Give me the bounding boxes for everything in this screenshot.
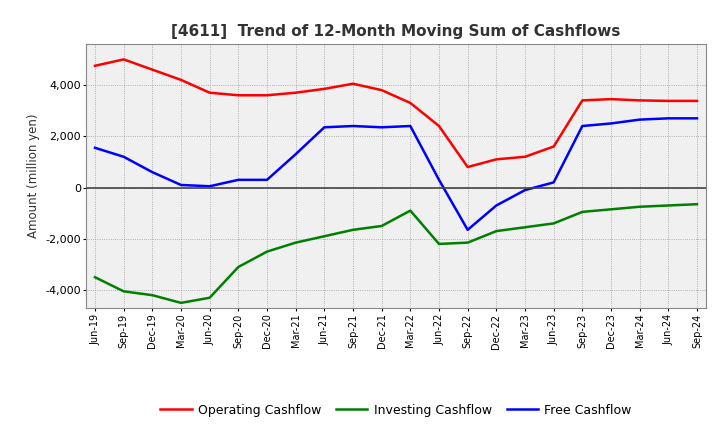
Operating Cashflow	[464, 165, 472, 170]
Operating Cashflow	[176, 77, 185, 83]
Operating Cashflow	[377, 88, 386, 93]
Investing Cashflow	[435, 241, 444, 246]
Line: Free Cashflow: Free Cashflow	[95, 118, 697, 230]
Y-axis label: Amount (million yen): Amount (million yen)	[27, 114, 40, 238]
Investing Cashflow	[406, 208, 415, 213]
Operating Cashflow	[91, 63, 99, 69]
Free Cashflow	[176, 182, 185, 187]
Investing Cashflow	[205, 295, 214, 301]
Free Cashflow	[205, 183, 214, 189]
Free Cashflow	[348, 123, 357, 128]
Operating Cashflow	[148, 67, 157, 72]
Free Cashflow	[234, 177, 243, 183]
Operating Cashflow	[263, 93, 271, 98]
Operating Cashflow	[635, 98, 644, 103]
Investing Cashflow	[320, 234, 328, 239]
Operating Cashflow	[664, 98, 672, 103]
Operating Cashflow	[435, 123, 444, 128]
Line: Investing Cashflow: Investing Cashflow	[95, 204, 697, 303]
Free Cashflow	[148, 169, 157, 175]
Free Cashflow	[664, 116, 672, 121]
Free Cashflow	[292, 151, 300, 157]
Free Cashflow	[492, 203, 500, 208]
Line: Operating Cashflow: Operating Cashflow	[95, 59, 697, 167]
Operating Cashflow	[693, 98, 701, 103]
Free Cashflow	[320, 125, 328, 130]
Investing Cashflow	[292, 240, 300, 245]
Investing Cashflow	[120, 289, 128, 294]
Investing Cashflow	[578, 209, 587, 215]
Investing Cashflow	[492, 228, 500, 234]
Investing Cashflow	[607, 207, 616, 212]
Free Cashflow	[607, 121, 616, 126]
Investing Cashflow	[635, 204, 644, 209]
Operating Cashflow	[492, 157, 500, 162]
Free Cashflow	[464, 227, 472, 232]
Operating Cashflow	[607, 96, 616, 102]
Operating Cashflow	[521, 154, 529, 159]
Free Cashflow	[635, 117, 644, 122]
Investing Cashflow	[234, 264, 243, 270]
Free Cashflow	[521, 187, 529, 193]
Operating Cashflow	[292, 90, 300, 95]
Operating Cashflow	[205, 90, 214, 95]
Investing Cashflow	[464, 240, 472, 245]
Investing Cashflow	[91, 275, 99, 280]
Operating Cashflow	[406, 100, 415, 106]
Investing Cashflow	[521, 225, 529, 230]
Free Cashflow	[435, 177, 444, 183]
Operating Cashflow	[320, 86, 328, 92]
Investing Cashflow	[263, 249, 271, 254]
Free Cashflow	[377, 125, 386, 130]
Free Cashflow	[120, 154, 128, 159]
Investing Cashflow	[693, 202, 701, 207]
Free Cashflow	[549, 180, 558, 185]
Operating Cashflow	[234, 93, 243, 98]
Investing Cashflow	[176, 300, 185, 305]
Free Cashflow	[693, 116, 701, 121]
Operating Cashflow	[578, 98, 587, 103]
Investing Cashflow	[348, 227, 357, 232]
Operating Cashflow	[348, 81, 357, 86]
Legend: Operating Cashflow, Investing Cashflow, Free Cashflow: Operating Cashflow, Investing Cashflow, …	[156, 399, 636, 422]
Free Cashflow	[578, 123, 587, 128]
Free Cashflow	[406, 123, 415, 128]
Free Cashflow	[263, 177, 271, 183]
Free Cashflow	[91, 145, 99, 150]
Title: [4611]  Trend of 12-Month Moving Sum of Cashflows: [4611] Trend of 12-Month Moving Sum of C…	[171, 24, 621, 39]
Operating Cashflow	[549, 144, 558, 149]
Investing Cashflow	[377, 224, 386, 229]
Investing Cashflow	[148, 293, 157, 298]
Investing Cashflow	[664, 203, 672, 208]
Investing Cashflow	[549, 221, 558, 226]
Operating Cashflow	[120, 57, 128, 62]
